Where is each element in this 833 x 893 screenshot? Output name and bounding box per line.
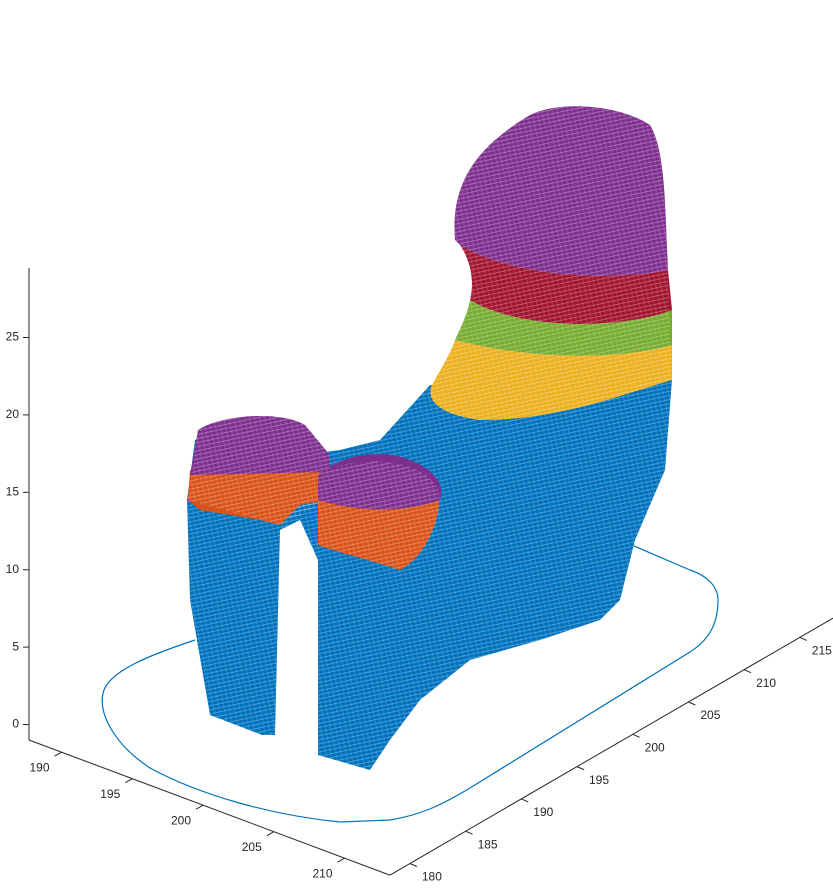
y-tick — [743, 669, 752, 674]
axes: 0 5 10 15 20 25 190 195 200 205 210 180 185 190 195 200… — [6, 267, 833, 884]
x-axis — [28, 739, 391, 876]
y-tick — [799, 636, 807, 641]
z-tick-label: 0 — [12, 717, 19, 731]
y-tick — [409, 863, 418, 867]
x-tick — [337, 857, 345, 863]
y-tick-label: 210 — [756, 676, 776, 690]
x-tick-label: 200 — [171, 813, 191, 827]
base-outline — [101, 539, 719, 823]
y-tick — [465, 830, 473, 835]
y-axis — [389, 617, 833, 876]
y-tick-label: 195 — [589, 773, 609, 787]
y-tick-label: 215 — [812, 644, 832, 658]
x-tick-label: 205 — [242, 840, 262, 854]
y-tick — [688, 701, 696, 706]
x-tick — [195, 804, 204, 810]
z-tick-label: 20 — [6, 407, 20, 421]
x-tick-label: 195 — [100, 787, 120, 801]
y-tick — [632, 733, 640, 738]
x-tick — [266, 831, 275, 837]
x-tick-label: 190 — [30, 760, 50, 774]
z-tick-label: 25 — [6, 330, 20, 344]
colored-mesh — [188, 106, 672, 571]
y-tick — [576, 766, 585, 771]
toolpath-shape — [101, 106, 719, 823]
z-tick-label: 15 — [6, 484, 20, 498]
z-tick-label: 10 — [6, 562, 20, 576]
y-tick-label: 205 — [700, 708, 720, 722]
y-tick-label: 200 — [645, 740, 665, 754]
y-tick — [521, 798, 529, 803]
y-tick-label: 185 — [478, 837, 498, 851]
y-tick-label: 180 — [422, 870, 442, 884]
x-tick — [54, 751, 62, 757]
x-tick-label: 210 — [313, 866, 333, 880]
z-tick-label: 5 — [12, 639, 19, 653]
y-tick-label: 190 — [533, 805, 553, 819]
x-tick — [125, 778, 133, 784]
